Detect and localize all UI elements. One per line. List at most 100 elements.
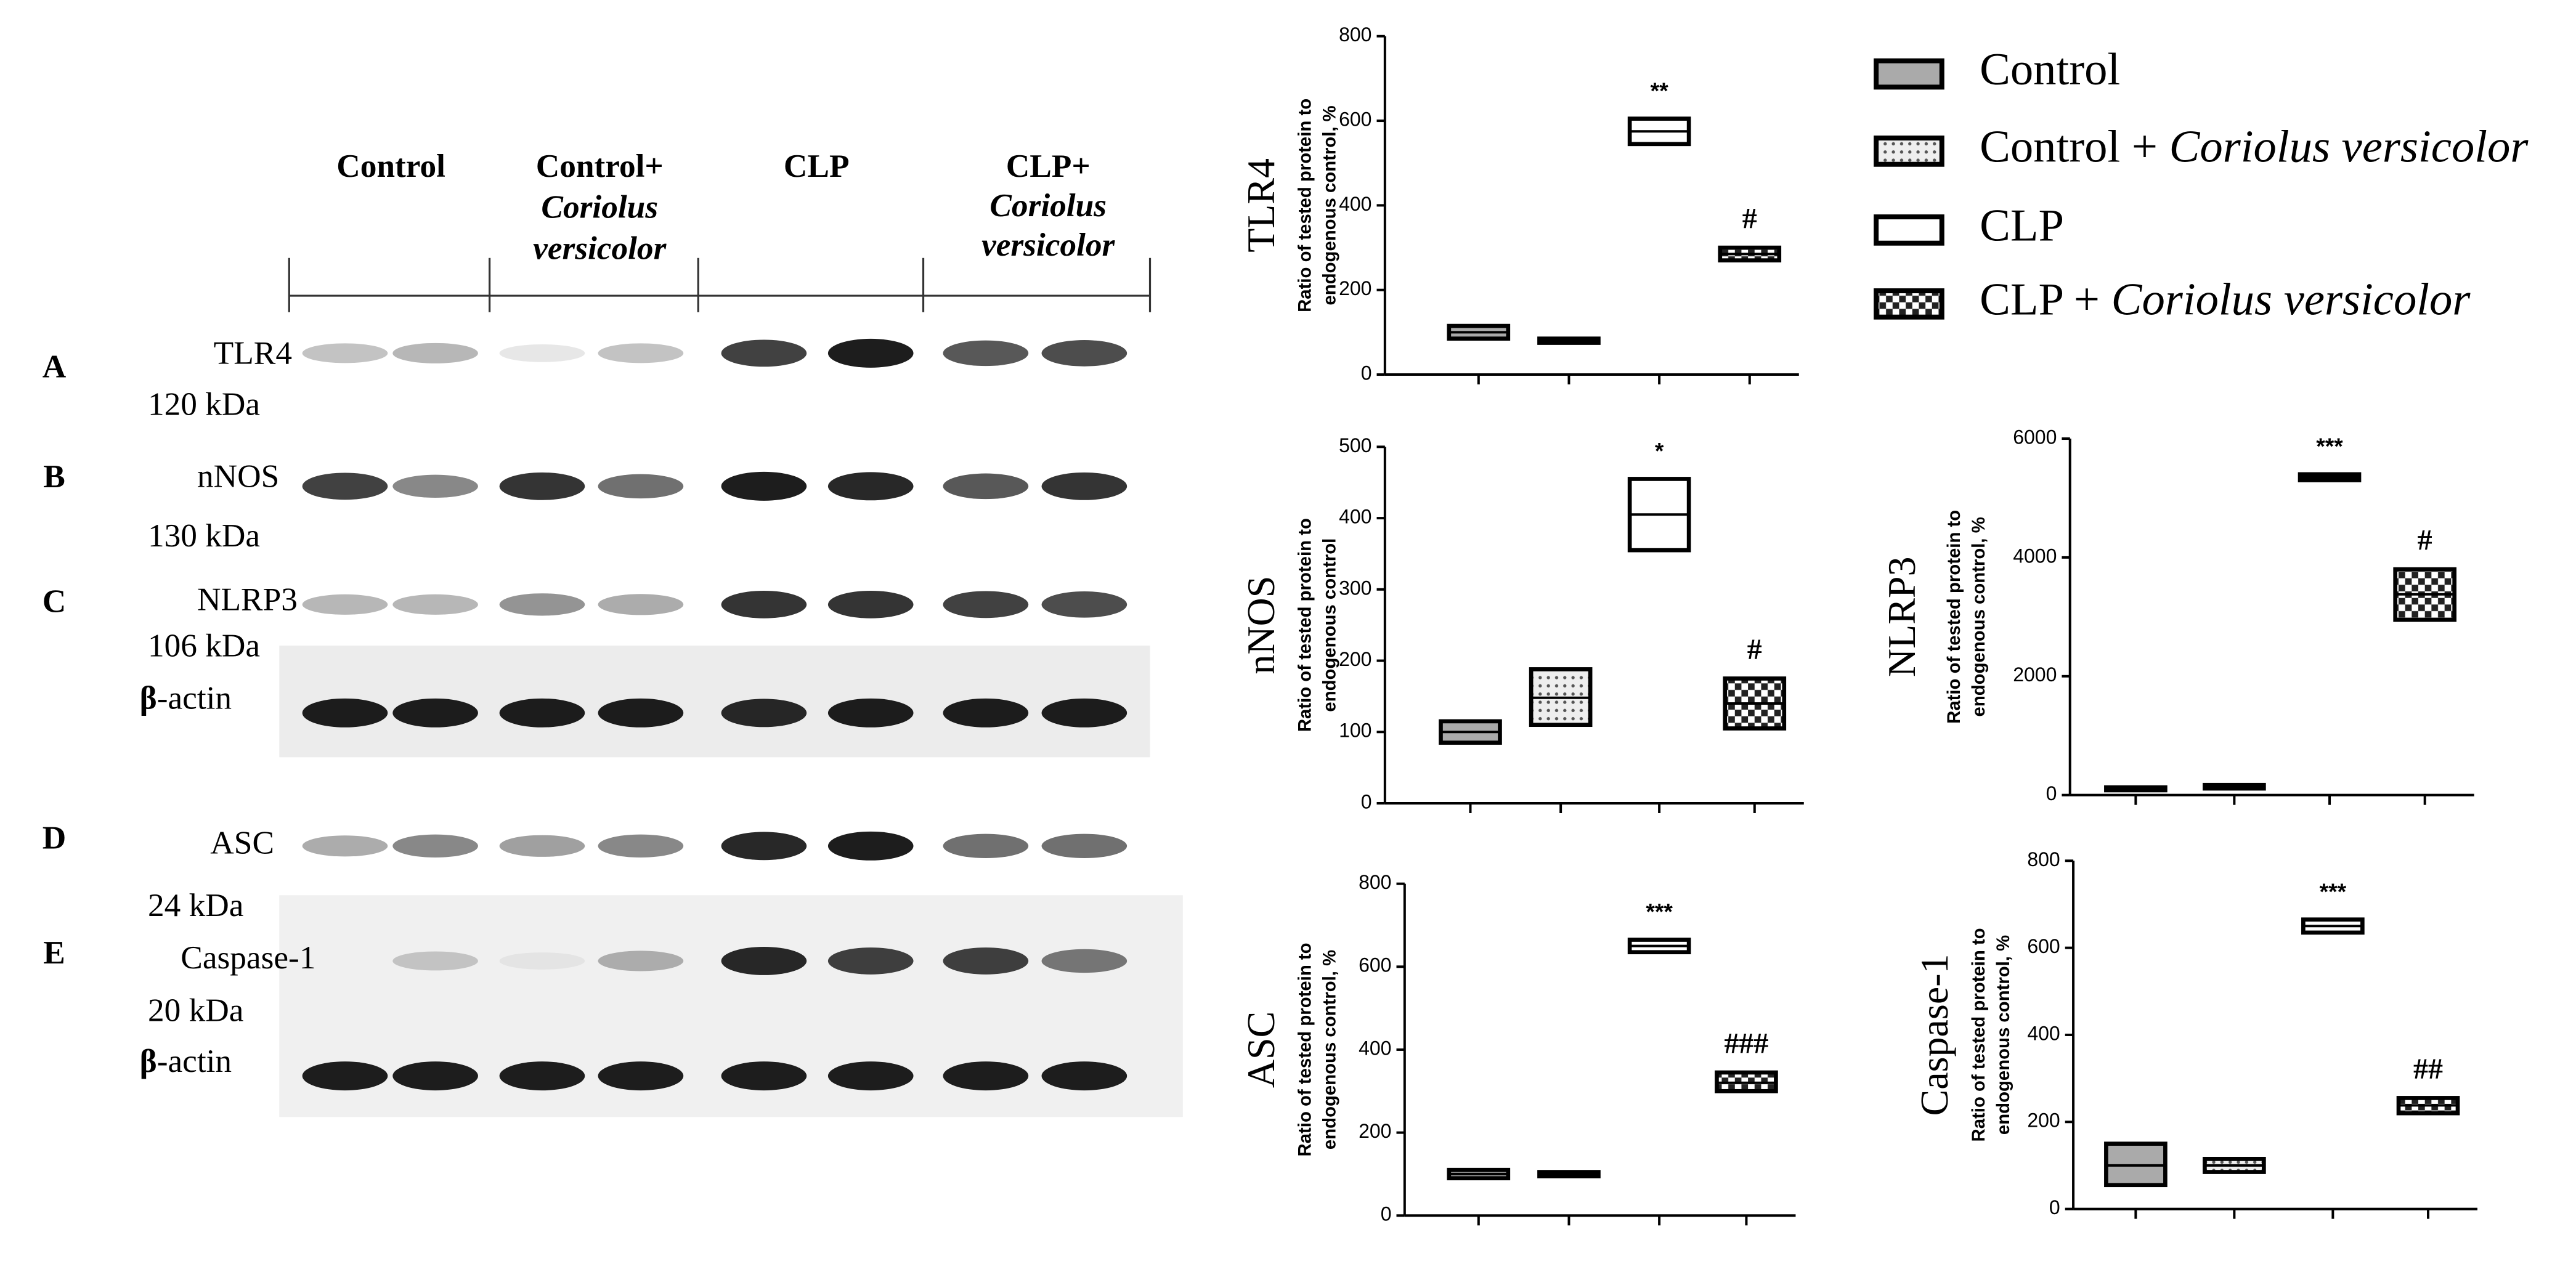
band	[827, 590, 914, 618]
band	[1041, 949, 1128, 973]
size-label: 24 kDa	[148, 886, 243, 923]
y-tick-label: 0	[1361, 362, 1372, 384]
protein-label: β-actin	[140, 1042, 232, 1079]
band	[392, 594, 478, 615]
band	[392, 343, 478, 363]
protein-name: -actin	[157, 1042, 232, 1079]
legend-name: Control	[1980, 44, 2120, 95]
y-tick-label: 6000	[2013, 426, 2057, 448]
annotation: #	[1747, 633, 1762, 666]
band	[827, 472, 914, 501]
y-tick-label: 200	[1359, 1120, 1391, 1142]
band	[721, 832, 807, 861]
band	[943, 1061, 1029, 1091]
legend-label: Control	[1980, 44, 2120, 95]
band	[1041, 1061, 1128, 1091]
legend-swatch	[1874, 136, 1944, 167]
y-tick-label: 200	[1339, 277, 1371, 299]
annotation: ***	[2320, 878, 2347, 904]
band	[499, 698, 585, 728]
row-letter: B	[43, 458, 65, 495]
band	[598, 1061, 684, 1091]
annotation: ***	[2316, 433, 2343, 459]
band	[392, 1061, 478, 1091]
legend-swatch	[1874, 288, 1944, 320]
chart-title: TLR4	[1239, 158, 1283, 253]
y-tick-label: 800	[1359, 871, 1391, 893]
band	[827, 1061, 914, 1091]
size-label: 130 kDa	[148, 517, 260, 554]
protein-name: Caspase-1	[181, 939, 315, 976]
legend-swatch	[1874, 214, 1944, 246]
y-tick-label: 600	[1339, 108, 1371, 131]
y-axis-label: Ratio of tested protein to	[1944, 510, 1964, 724]
annotation: #	[1742, 202, 1757, 235]
band	[721, 339, 807, 367]
legend-label: CLP	[1980, 200, 2064, 251]
column-header: versicolor	[533, 229, 667, 266]
column-header: Coriolus	[989, 187, 1107, 224]
band	[1041, 698, 1128, 728]
protein-name: nNOS	[197, 458, 279, 495]
legend-label: CLP + Coriolus versicolor	[1980, 274, 2471, 325]
band	[721, 947, 807, 975]
band	[827, 831, 914, 861]
band	[827, 338, 914, 368]
annotation: *	[1655, 438, 1664, 464]
size-label: 120 kDa	[148, 386, 260, 423]
band	[302, 698, 388, 728]
chart-title: ASC	[1239, 1012, 1283, 1088]
y-tick-label: 0	[1381, 1203, 1392, 1225]
band	[499, 835, 585, 857]
protein-label: nNOS	[197, 458, 279, 495]
band	[302, 472, 388, 500]
column-header: versicolor	[981, 226, 1115, 263]
y-tick-label: 0	[2046, 782, 2057, 805]
legend-swatch	[1874, 58, 1944, 90]
band	[499, 593, 585, 616]
y-axis-label: Ratio of tested protein to	[1295, 943, 1315, 1156]
greek: β	[140, 1042, 157, 1079]
annotation: #	[2418, 524, 2432, 557]
band	[943, 473, 1029, 500]
y-axis-label: Ratio of tested protein to	[1295, 518, 1315, 732]
band	[302, 835, 388, 857]
band	[302, 343, 388, 363]
band	[302, 1061, 388, 1091]
y-axis-label: Ratio of tested protein to	[1295, 99, 1315, 312]
band	[598, 951, 684, 971]
chart-title: nNOS	[1239, 576, 1283, 675]
y-axis-label: endogenous control, %	[1320, 105, 1340, 305]
size-label: 106 kDa	[148, 627, 260, 664]
protein-name: NLRP3	[197, 581, 298, 618]
row-letter: C	[43, 583, 67, 620]
greek: β	[140, 679, 157, 716]
protein-label: TLR4	[214, 334, 292, 371]
band	[598, 698, 684, 728]
protein-label: NLRP3	[197, 581, 298, 618]
y-tick-label: 800	[1339, 23, 1371, 46]
band	[598, 594, 684, 615]
legend-name: Control +	[1980, 121, 2169, 172]
band	[943, 833, 1029, 859]
band	[598, 343, 684, 363]
column-header: Coriolus	[541, 189, 658, 225]
band	[1041, 472, 1128, 500]
y-tick-label: 800	[2027, 848, 2060, 870]
y-axis-label: endogenous control, %	[1320, 950, 1340, 1149]
band	[598, 474, 684, 499]
band	[499, 472, 585, 500]
row-letter: D	[43, 819, 67, 856]
band	[827, 698, 914, 728]
protein-name: TLR4	[214, 334, 292, 371]
y-tick-label: 400	[1359, 1037, 1391, 1059]
band	[721, 699, 807, 728]
annotation: ##	[2413, 1053, 2443, 1085]
legend-name: CLP	[1980, 200, 2064, 251]
band	[721, 590, 807, 618]
band	[1041, 340, 1128, 367]
legend-italic: Coriolus versicolor	[2169, 121, 2529, 172]
protein-name: -actin	[157, 679, 232, 716]
band	[943, 698, 1029, 728]
